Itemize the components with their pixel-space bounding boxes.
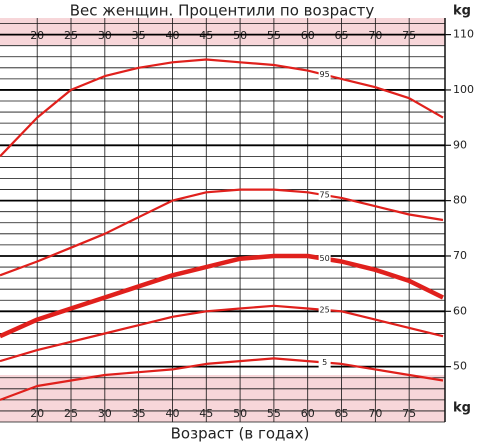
- x-tick-label: 20: [30, 407, 44, 420]
- y-tick-label: 70: [453, 249, 467, 262]
- y-axis-title: kg: [453, 4, 471, 19]
- line-label: 95: [320, 70, 330, 79]
- x-tick-label: 70: [368, 407, 382, 420]
- y-tick-label: 110: [453, 28, 474, 41]
- line-label: 25: [320, 305, 330, 314]
- x-tick-label: 75: [402, 407, 416, 420]
- y-tick-label: 60: [453, 304, 467, 317]
- percentile-line: [0, 357, 444, 401]
- x-tick-label: 60: [301, 407, 315, 420]
- y-axis-title: kg: [453, 401, 471, 416]
- line-label-bg: [318, 253, 331, 264]
- top-band: [0, 18, 445, 45]
- y-tick-label: 100: [453, 83, 474, 96]
- line-label: 50: [320, 254, 330, 263]
- line-label: 5: [322, 358, 327, 367]
- line-label-bg: [318, 69, 331, 80]
- x-tick-label: 45: [199, 407, 213, 420]
- chart-title: Вес женщин. Процентили по возрасту: [70, 2, 375, 20]
- y-tick-label: 80: [453, 194, 467, 207]
- percentile-line: [0, 304, 444, 363]
- bottom-band: [0, 375, 445, 422]
- percentile-line: [0, 188, 444, 277]
- percentile-line: [0, 58, 444, 158]
- x-tick-label: 55: [267, 407, 281, 420]
- x-tick-label: 65: [335, 407, 349, 420]
- x-tick-label: 50: [233, 407, 247, 420]
- percentile-line: [0, 253, 444, 339]
- y-tick-label: 50: [453, 360, 467, 373]
- line-label-bg: [318, 304, 331, 315]
- y-tick-label: 90: [453, 138, 467, 151]
- x-tick-label: 25: [64, 407, 78, 420]
- x-tick-label: 40: [165, 407, 179, 420]
- x-tick-label: 30: [98, 407, 112, 420]
- x-tick-label: 35: [132, 407, 146, 420]
- line-label-bg: [318, 190, 331, 201]
- line-label: 75: [320, 191, 330, 200]
- x-axis-title: Возраст (в годах): [171, 425, 310, 443]
- line-label-bg: [318, 357, 331, 368]
